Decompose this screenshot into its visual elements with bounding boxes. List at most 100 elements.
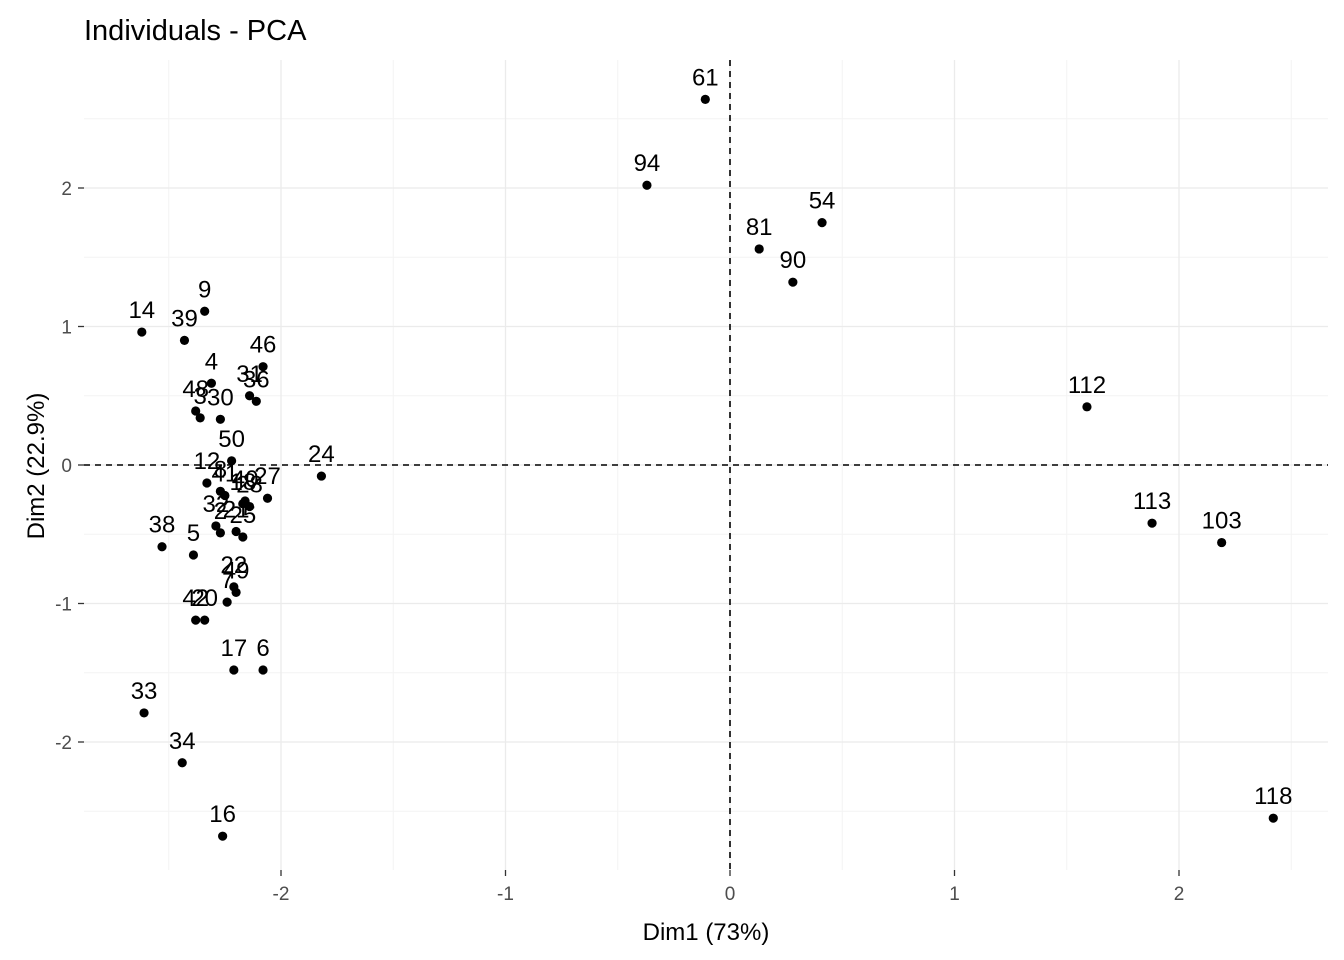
data-label-8: 8 [214, 456, 227, 483]
data-label-9: 9 [198, 276, 211, 303]
data-point-81 [754, 244, 764, 254]
data-point-6 [258, 665, 268, 675]
data-label-113: 113 [1133, 488, 1171, 515]
data-point-38 [157, 542, 167, 552]
data-point-49 [231, 587, 241, 598]
chart-title: Individuals - PCA [84, 15, 307, 47]
data-label-42: 42 [182, 585, 209, 612]
data-point-31 [244, 391, 255, 401]
data-label-25: 25 [229, 502, 256, 529]
data-point-24 [316, 471, 327, 481]
x-axis-title: Dim1 (73%) [643, 919, 770, 946]
data-label-7: 7 [220, 567, 233, 594]
data-label-3: 3 [194, 383, 207, 410]
data-point-20 [200, 615, 210, 625]
y-tick-label: 2 [61, 179, 72, 200]
data-label-21: 21 [223, 496, 250, 523]
data-point-14 [137, 327, 147, 337]
x-tick-label: 0 [725, 884, 736, 905]
data-point-94 [642, 180, 652, 190]
data-label-41: 41 [212, 460, 239, 487]
data-point-36 [251, 396, 261, 406]
data-point-118 [1268, 813, 1278, 823]
y-axis-title: Dim2 (22.9%) [23, 393, 50, 540]
data-label-81: 81 [746, 214, 773, 241]
data-label-90: 90 [780, 247, 807, 274]
data-label-16: 16 [209, 801, 236, 828]
data-label-18: 18 [229, 469, 256, 496]
data-label-118: 118 [1254, 783, 1292, 810]
data-label-12: 12 [194, 448, 221, 475]
data-point-30 [215, 414, 225, 424]
data-label-36: 36 [243, 366, 270, 393]
data-label-112: 112 [1068, 372, 1106, 399]
data-label-34: 34 [169, 728, 196, 755]
data-point-9 [200, 306, 210, 316]
y-tick-label: 0 [61, 456, 72, 477]
data-label-2: 2 [214, 498, 227, 525]
data-label-28: 28 [236, 472, 263, 499]
x-tick-label: 2 [1174, 884, 1185, 905]
data-point-25 [238, 532, 248, 542]
data-label-5: 5 [187, 520, 200, 547]
x-tick-label: -2 [273, 884, 290, 905]
data-point-39 [179, 335, 190, 345]
data-label-94: 94 [634, 150, 661, 177]
data-label-103: 103 [1202, 508, 1242, 535]
data-point-12 [202, 478, 212, 488]
data-point-103 [1217, 537, 1227, 548]
data-point-34 [177, 758, 187, 768]
data-point-50 [227, 456, 237, 466]
data-label-61: 61 [692, 64, 719, 91]
data-point-2 [215, 528, 225, 538]
data-label-54: 54 [809, 188, 836, 215]
data-label-6: 6 [256, 635, 269, 662]
data-point-42 [191, 615, 201, 625]
data-point-27 [262, 493, 273, 503]
data-label-30: 30 [207, 384, 234, 411]
data-label-33: 33 [131, 678, 158, 705]
data-point-5 [188, 550, 199, 560]
data-label-17: 17 [221, 635, 248, 662]
data-point-3 [195, 413, 205, 423]
data-point-54 [817, 218, 827, 228]
data-label-39: 39 [171, 305, 198, 332]
data-label-40: 40 [232, 466, 259, 493]
y-tick-label: -2 [55, 733, 72, 754]
data-label-50: 50 [218, 426, 245, 453]
data-point-112 [1082, 402, 1092, 412]
x-tick-label: 1 [949, 884, 960, 905]
data-label-49: 49 [223, 557, 250, 584]
data-label-22: 22 [221, 552, 248, 579]
y-tick-label: 1 [61, 318, 72, 339]
x-tick-label: -1 [497, 884, 514, 905]
data-label-14: 14 [128, 297, 155, 324]
data-point-4 [206, 378, 217, 388]
data-point-28 [244, 501, 255, 512]
data-point-48 [191, 406, 201, 416]
reference-lines [84, 60, 1328, 870]
data-label-24: 24 [308, 441, 335, 468]
data-label-46: 46 [250, 332, 277, 359]
data-point-7 [222, 597, 232, 607]
data-label-38: 38 [149, 512, 176, 539]
data-label-31: 31 [236, 361, 263, 388]
data-point-46 [258, 362, 268, 372]
data-point-61 [700, 94, 710, 104]
data-point-21 [231, 526, 241, 537]
data-point-41 [220, 490, 230, 501]
data-point-90 [788, 277, 798, 287]
data-label-48: 48 [182, 376, 209, 403]
data-label-32: 32 [203, 491, 230, 518]
data-point-17 [229, 665, 239, 675]
data-label-4: 4 [205, 348, 218, 375]
data-point-113 [1147, 518, 1157, 528]
data-label-27: 27 [254, 463, 281, 490]
data-point-16 [218, 831, 228, 841]
data-point-33 [139, 708, 149, 718]
data-points [137, 94, 1278, 841]
y-tick-label: -1 [55, 595, 72, 616]
